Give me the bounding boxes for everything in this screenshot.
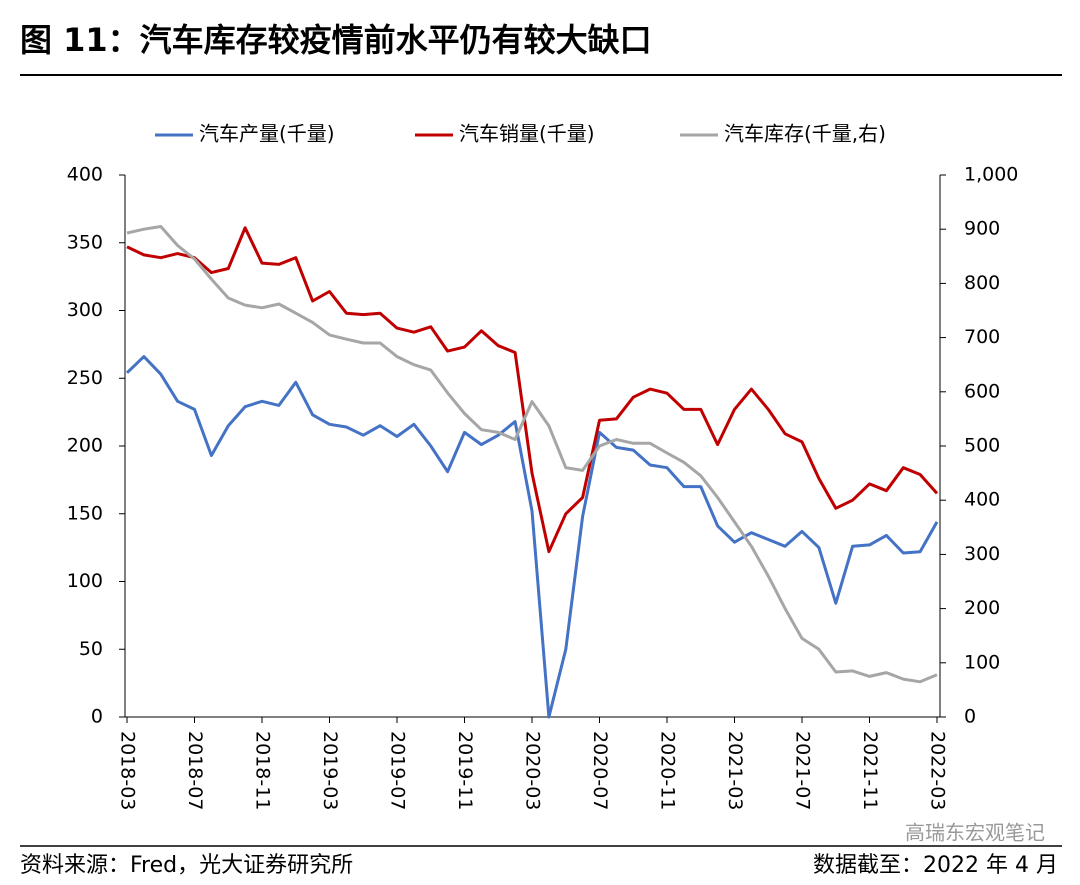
x-tick-label: 2021-03 xyxy=(724,731,746,810)
y2-tick-label: 0 xyxy=(964,706,976,728)
y2-tick-label: 500 xyxy=(964,435,1000,457)
y2-tick-label: 900 xyxy=(964,218,1000,240)
series-line xyxy=(125,355,939,719)
y2-tick-label: 200 xyxy=(964,597,1000,619)
y-tick-label: 300 xyxy=(67,299,103,321)
x-tick-label: 2018-07 xyxy=(184,731,206,810)
legend-label: 汽车销量(千量) xyxy=(459,122,595,146)
series-line xyxy=(126,226,939,554)
y2-tick-label: 300 xyxy=(964,543,1000,565)
x-tick-label: 2021-07 xyxy=(792,731,814,810)
y-tick-label: 200 xyxy=(67,435,103,457)
y2-tick-label: 600 xyxy=(964,380,1000,402)
y2-tick-label: 800 xyxy=(964,272,1000,294)
x-tick-label: 2022-03 xyxy=(927,731,949,810)
legend-label: 汽车库存(千量,右) xyxy=(724,122,886,146)
y2-tick-label: 400 xyxy=(964,489,1000,511)
chart-title: 图 11：汽车库存较疫情前水平仍有较大缺口 xyxy=(20,21,652,59)
date-note: 数据截至：2022 年 4 月 xyxy=(813,853,1058,878)
x-tick-label: 2020-03 xyxy=(522,731,544,810)
x-tick-label: 2020-07 xyxy=(589,731,611,810)
y-tick-label: 350 xyxy=(67,231,103,253)
y-tick-label: 400 xyxy=(67,164,103,186)
x-tick-label: 2018-03 xyxy=(117,731,139,810)
y2-tick-label: 700 xyxy=(964,326,1000,348)
y-tick-label: 150 xyxy=(67,502,103,524)
y-tick-label: 0 xyxy=(91,706,103,728)
y-tick-label: 250 xyxy=(67,367,103,389)
x-tick-label: 2019-07 xyxy=(387,731,409,810)
y-tick-label: 50 xyxy=(79,638,103,660)
y2-tick-label: 1,000 xyxy=(964,164,1018,186)
y2-tick-label: 100 xyxy=(964,651,1000,673)
y-tick-label: 100 xyxy=(67,570,103,592)
x-tick-label: 2019-11 xyxy=(454,731,476,810)
source: 资料来源：Fred，光大证券研究所 xyxy=(20,853,353,878)
x-tick-label: 2018-11 xyxy=(252,731,274,810)
series-line xyxy=(126,225,938,684)
x-tick-label: 2020-11 xyxy=(657,731,679,810)
watermark: 高瑞东宏观笔记 xyxy=(905,821,1045,845)
legend-label: 汽车产量(千量) xyxy=(199,122,335,146)
x-tick-label: 2019-03 xyxy=(319,731,341,810)
x-tick-label: 2021-11 xyxy=(859,731,881,810)
